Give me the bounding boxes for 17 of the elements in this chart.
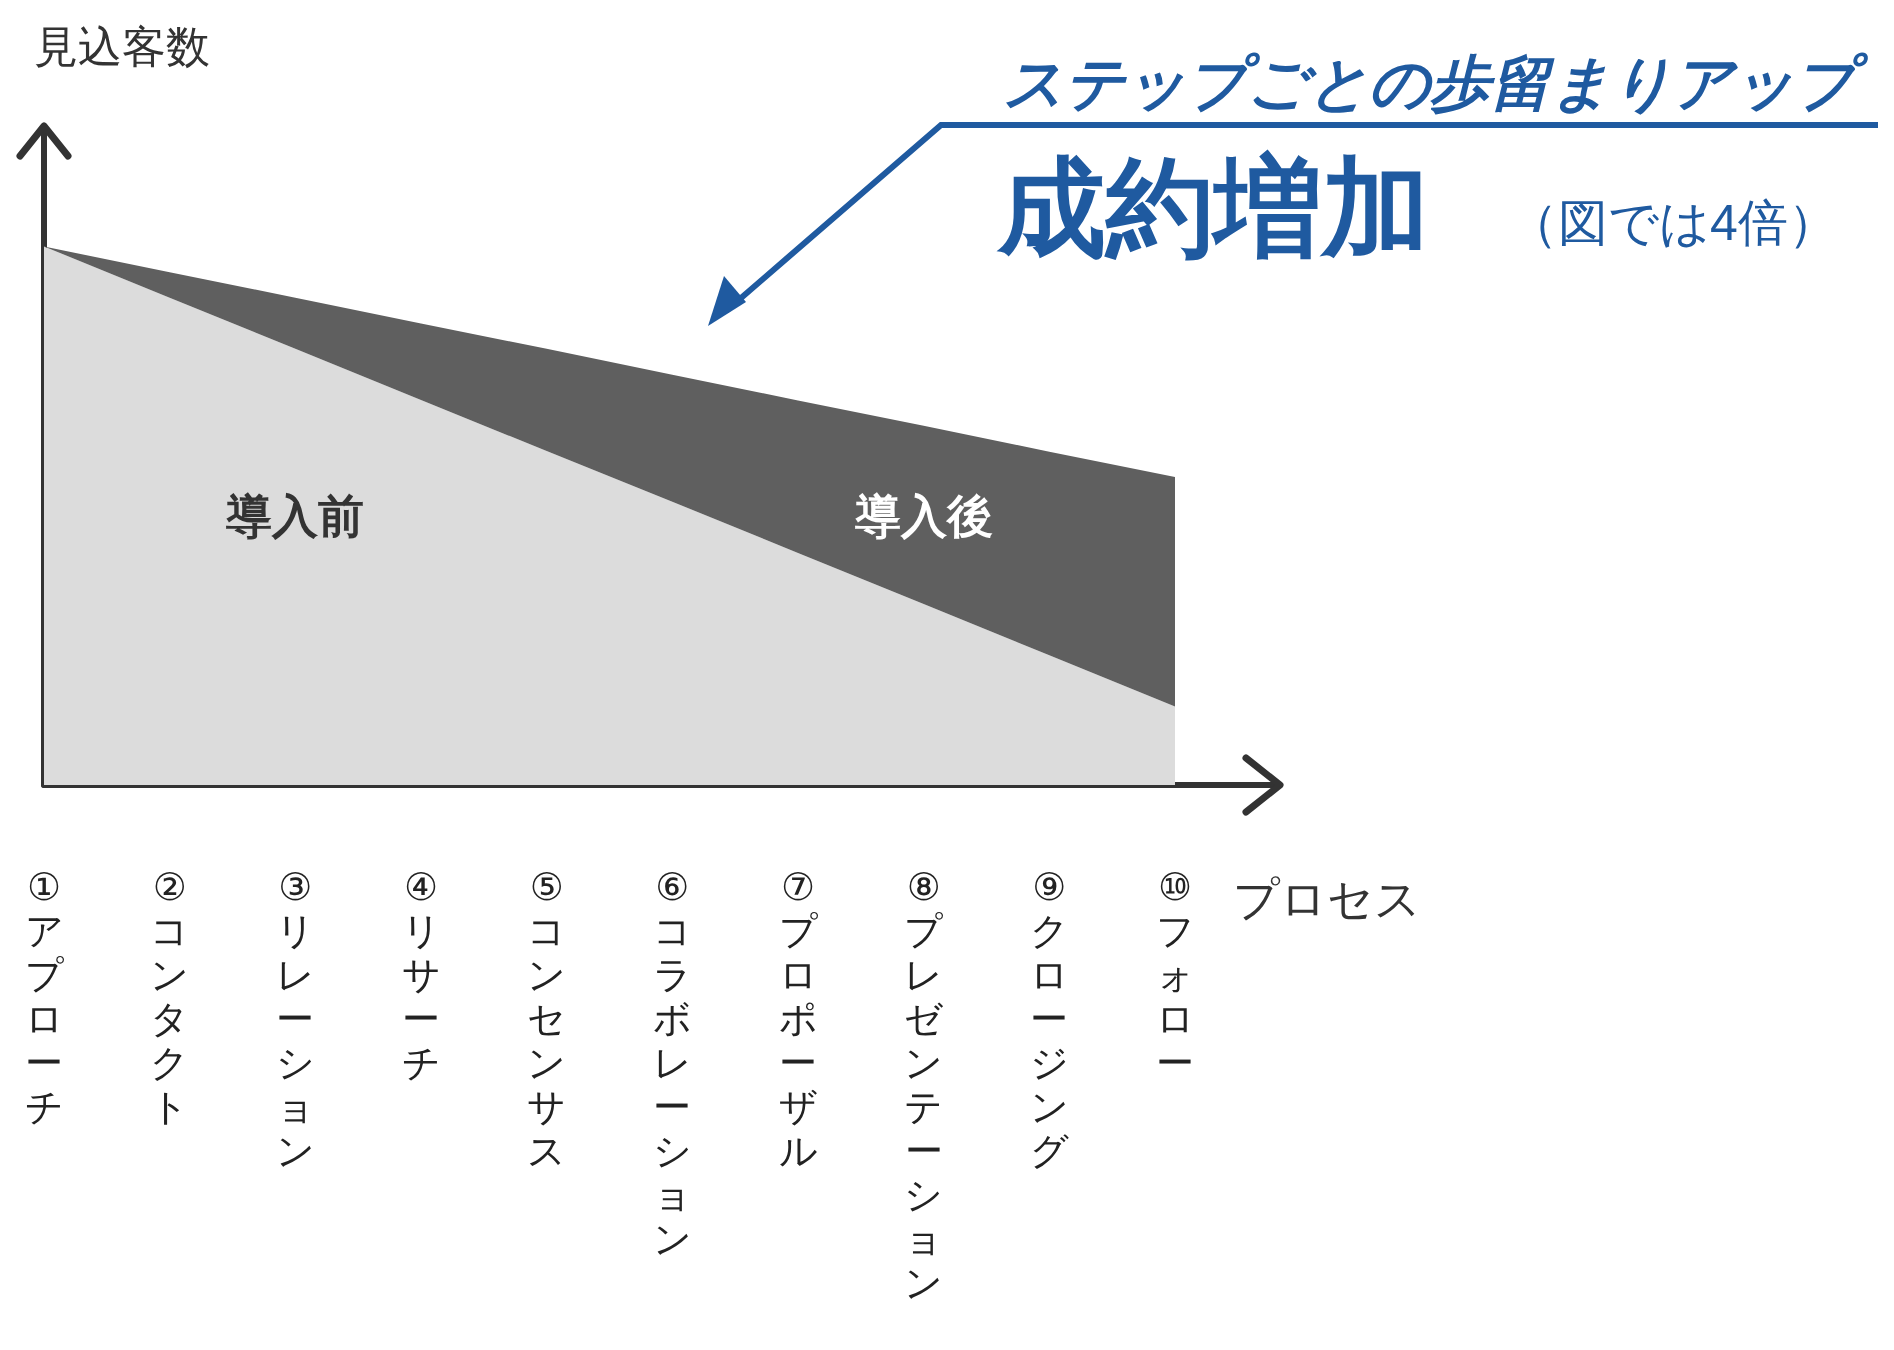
x-tick-label: ⑦プロポーザル xyxy=(778,865,818,1173)
series-label: 導入後 xyxy=(853,488,993,543)
category-label: ⑧プレゼンテーション xyxy=(904,865,944,1305)
x-axis-title: プロセス xyxy=(1233,872,1421,926)
x-tick-label: ①アプローチ xyxy=(24,865,64,1129)
text: ステップごとの歩留まりアップ xyxy=(1003,48,1868,118)
chart-title: 成約増加 xyxy=(996,144,1430,270)
text: （図では4倍） xyxy=(1508,195,1838,251)
category-label: ⑥コラボレーション xyxy=(652,865,692,1261)
x-tick-label: ⑤コンセンサス xyxy=(527,865,567,1173)
x-tick-label: ④リサーチ xyxy=(401,865,441,1085)
y-axis-title: 見込客数 xyxy=(34,20,210,72)
x-tick-label: ⑨クロージング xyxy=(1029,865,1069,1173)
x-tick-label: ⑩フォロー xyxy=(1155,865,1195,1085)
x-tick-label: ③リレーション xyxy=(275,865,315,1173)
series-label: 導入前 xyxy=(225,488,365,543)
x-tick-label: ②コンタクト xyxy=(150,865,190,1129)
